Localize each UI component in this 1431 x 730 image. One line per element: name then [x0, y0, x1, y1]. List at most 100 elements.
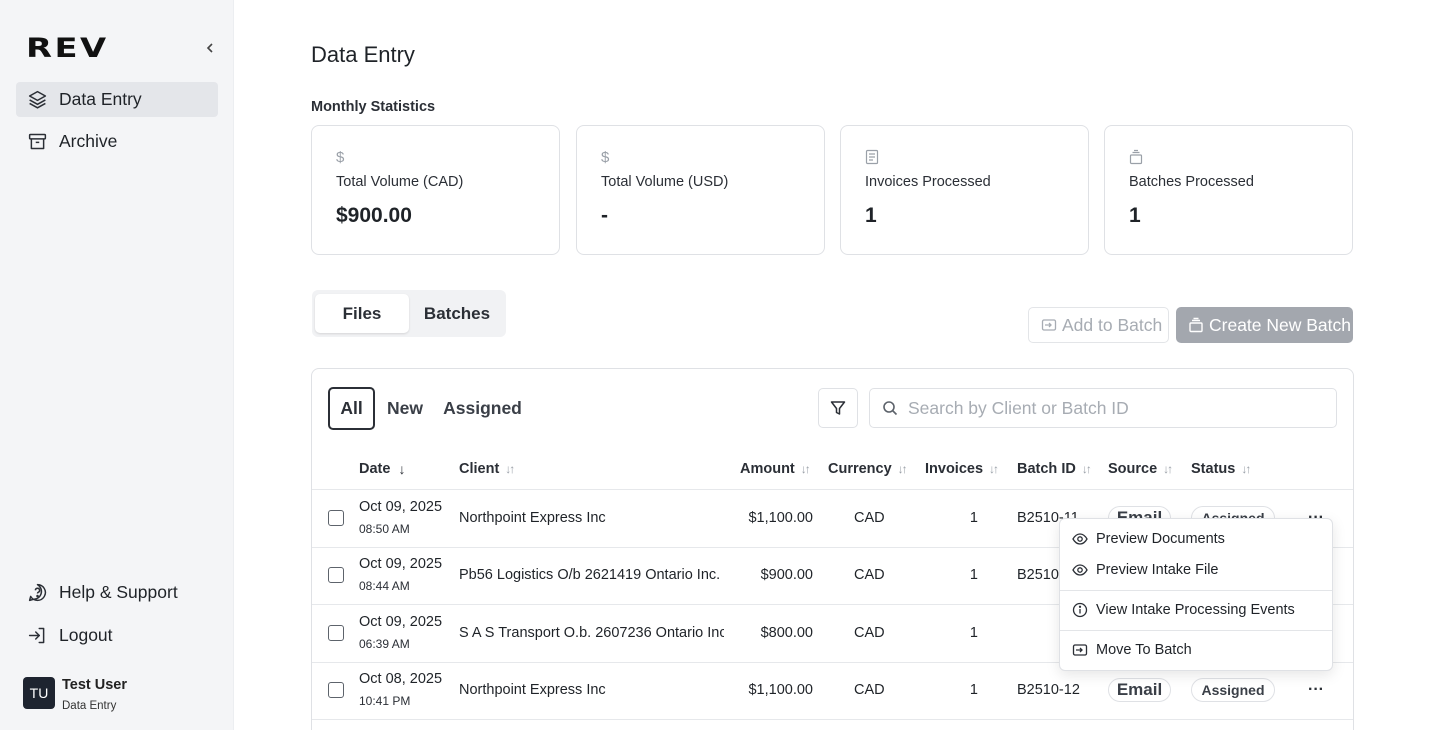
archive-icon: [28, 133, 47, 150]
stat-value: $900.00: [336, 204, 412, 227]
tab-files[interactable]: Files: [315, 294, 409, 333]
sidebar-item-label: Help & Support: [59, 582, 178, 602]
filter-tab-new[interactable]: New: [387, 398, 423, 418]
user-profile[interactable]: TU Test User Data Entry: [23, 677, 127, 712]
menu-item-label: Preview Intake File: [1096, 562, 1219, 578]
column-label: Amount: [740, 461, 795, 477]
info-icon: [1072, 602, 1088, 618]
row-batch-id: B2510-: [1017, 567, 1064, 583]
row-time: 10:41 PM: [359, 694, 411, 708]
menu-item-move-to-batch[interactable]: Move To Batch: [1060, 636, 1332, 664]
row-amount: $900.00: [760, 567, 813, 583]
eye-icon: [1072, 533, 1088, 545]
move-to-batch-icon: [1041, 319, 1057, 331]
logout-icon: [28, 627, 45, 644]
row-checkbox[interactable]: [328, 625, 344, 641]
sidebar-item-logout[interactable]: Logout: [16, 618, 218, 653]
document-icon: [865, 149, 879, 165]
sort-icon: ↓↑: [989, 462, 999, 476]
sidebar-item-data-entry[interactable]: Data Entry: [16, 82, 218, 117]
avatar: TU: [23, 677, 55, 709]
rev-logo[interactable]: REV: [26, 33, 109, 64]
sidebar-item-help-support[interactable]: Help & Support: [16, 575, 218, 610]
stat-card-batches-processed: Batches Processed 1: [1104, 125, 1353, 255]
layers-icon: [28, 90, 47, 109]
menu-item-preview-documents[interactable]: Preview Documents: [1060, 525, 1332, 553]
filter-icon: [830, 401, 846, 415]
add-to-batch-button[interactable]: Add to Batch: [1028, 307, 1169, 343]
more-options-icon[interactable]: ···: [1308, 681, 1324, 698]
row-batch-id: B2510-12: [1017, 682, 1080, 698]
column-label: Date: [359, 461, 391, 477]
column-label: Currency: [828, 461, 892, 477]
batch-icon: [1189, 317, 1203, 333]
menu-item-preview-intake-file[interactable]: Preview Intake File: [1060, 556, 1332, 584]
column-label: Client: [459, 461, 500, 477]
stat-card-invoices-processed: Invoices Processed 1: [840, 125, 1089, 255]
divider: [1060, 630, 1332, 631]
divider: [312, 547, 1353, 548]
status-badge: Assigned: [1191, 678, 1275, 702]
stat-value: 1: [1129, 204, 1141, 227]
row-currency: CAD: [854, 682, 885, 698]
row-date: Oct 09, 2025: [359, 556, 443, 572]
divider: [312, 662, 1353, 663]
sidebar-item-archive[interactable]: Archive: [16, 124, 218, 159]
row-currency: CAD: [854, 625, 885, 641]
filter-button[interactable]: [818, 388, 858, 428]
column-label: Status: [1191, 461, 1236, 477]
create-new-batch-button[interactable]: Create New Batch: [1176, 307, 1353, 343]
row-checkbox[interactable]: [328, 682, 344, 698]
column-header-date[interactable]: Date ↓: [359, 461, 405, 477]
sidebar-item-label: Data Entry: [59, 89, 142, 109]
search-icon: [883, 401, 898, 416]
stat-label: Total Volume (USD): [601, 174, 729, 190]
divider: [1060, 590, 1332, 591]
batch-icon: [1129, 149, 1143, 165]
user-role: Data Entry: [62, 700, 117, 712]
row-amount: $1,100.00: [748, 510, 813, 526]
menu-item-label: Preview Documents: [1096, 531, 1225, 547]
column-header-amount[interactable]: Amount ↓↑: [740, 461, 811, 477]
column-header-batch-id[interactable]: Batch ID ↓↑: [1017, 461, 1092, 477]
column-header-client[interactable]: Client ↓↑: [459, 461, 515, 477]
page-title: Data Entry: [311, 42, 415, 67]
row-time: 08:44 AM: [359, 579, 410, 593]
column-label: Batch ID: [1017, 461, 1076, 477]
help-icon: [28, 583, 47, 602]
filter-tab-assigned[interactable]: Assigned: [443, 398, 522, 418]
menu-item-view-intake-processing-events[interactable]: View Intake Processing Events: [1060, 596, 1332, 624]
add-to-batch-label: Add to Batch: [1062, 314, 1163, 335]
menu-item-label: View Intake Processing Events: [1096, 602, 1295, 618]
sidebar-item-label: Archive: [59, 131, 118, 151]
search-box[interactable]: [869, 388, 1337, 428]
stat-card-total-volume-cad: $ Total Volume (CAD) $900.00: [311, 125, 560, 255]
row-amount: $1,100.00: [748, 682, 813, 698]
chevron-left-icon[interactable]: [202, 40, 218, 56]
row-currency: CAD: [854, 510, 885, 526]
row-currency: CAD: [854, 567, 885, 583]
row-checkbox[interactable]: [328, 567, 344, 583]
tab-batches[interactable]: Batches: [423, 303, 491, 323]
search-input[interactable]: [908, 397, 1328, 419]
column-header-invoices[interactable]: Invoices ↓↑: [925, 461, 999, 477]
menu-item-label: Move To Batch: [1096, 642, 1192, 658]
section-label: Monthly Statistics: [311, 99, 436, 115]
row-checkbox[interactable]: [328, 510, 344, 526]
view-tabs: Files Batches: [312, 290, 506, 337]
move-to-batch-icon: [1072, 644, 1088, 656]
stat-label: Invoices Processed: [865, 174, 991, 190]
user-name: Test User: [62, 677, 128, 693]
column-header-status[interactable]: Status ↓↑: [1191, 461, 1251, 477]
row-time: 06:39 AM: [359, 637, 410, 651]
filter-tab-all[interactable]: All: [328, 387, 375, 430]
stat-label: Total Volume (CAD): [336, 174, 464, 190]
divider: [312, 489, 1353, 490]
row-client: Northpoint Express Inc: [459, 682, 606, 698]
column-label: Source: [1108, 461, 1158, 477]
column-header-currency[interactable]: Currency ↓↑: [828, 461, 908, 477]
row-client: Northpoint Express Inc: [459, 510, 606, 526]
dollar-icon: $: [601, 149, 610, 166]
row-client: S A S Transport O.b. 2607236 Ontario Inc…: [459, 625, 724, 641]
column-header-source[interactable]: Source ↓↑: [1108, 461, 1173, 477]
